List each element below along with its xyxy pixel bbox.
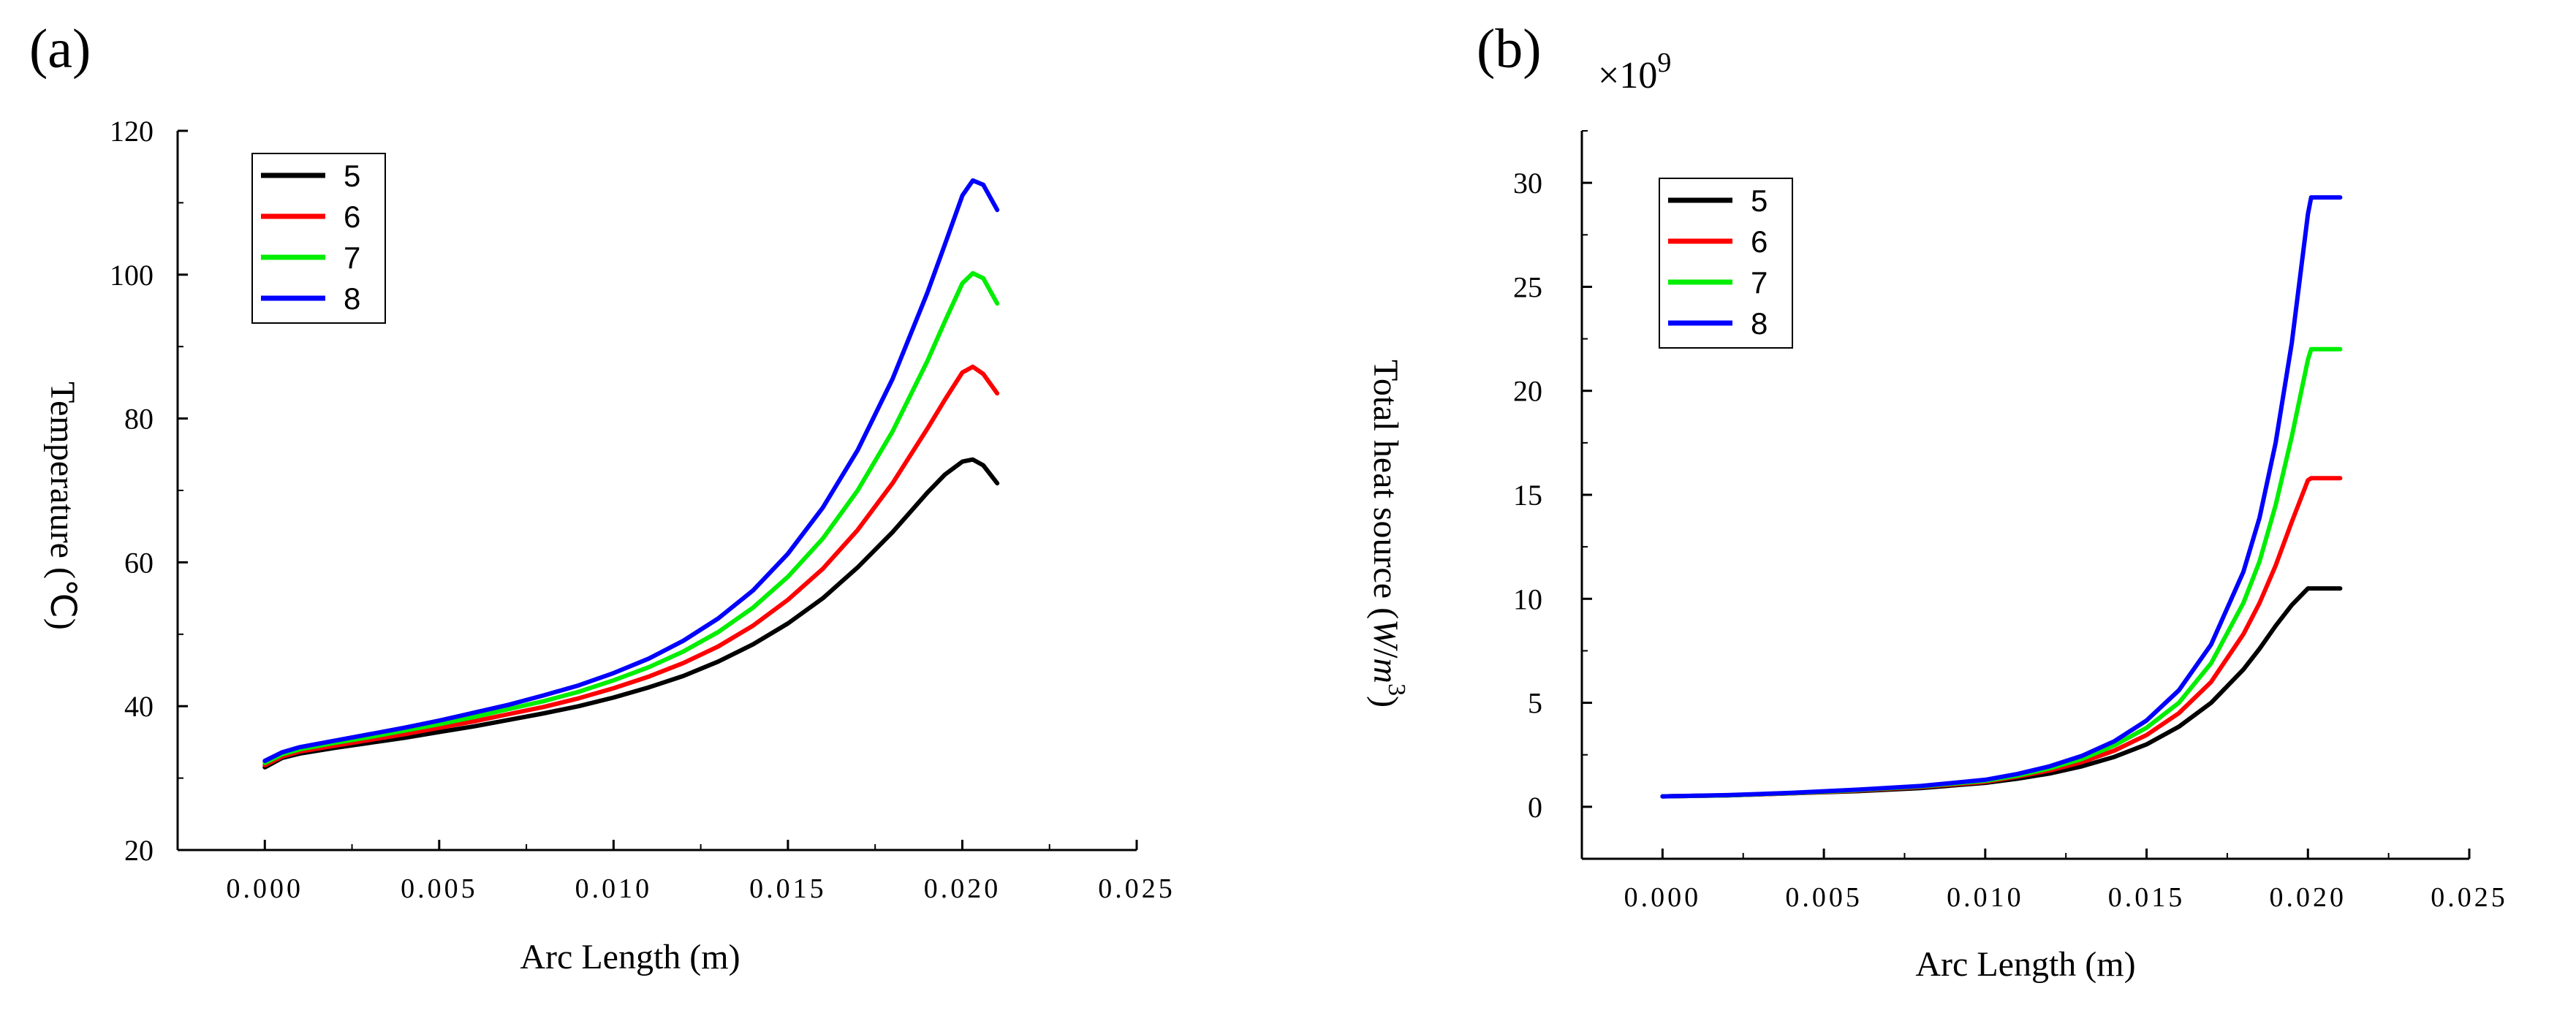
panel-b-legend (1659, 178, 1793, 349)
panel-b-multiplier: ×109 (1598, 48, 1671, 96)
panel-a-y-tick-label: 60 (124, 546, 154, 579)
panel-b-x-tick-label: 0.000 (1624, 882, 1702, 913)
panel-a-x-tick-label: 0.005 (401, 873, 478, 904)
panel-a: (a) Arc Length (m) Temperature (℃) 0.000… (29, 18, 1175, 976)
panel-a-series-line-8 (262, 178, 1000, 763)
panel-a-y-tick-label: 40 (124, 690, 154, 723)
panel-b-label: (b) (1477, 18, 1542, 80)
panel-b-y-tick-label: 0 (1528, 791, 1542, 824)
panel-a-y-tick-label: 120 (110, 115, 154, 148)
panel-b-legend-label-5: 5 (1751, 183, 1768, 218)
panel-a-series-line-7 (262, 270, 1000, 765)
panel-a-x-tick-label: 0.000 (227, 873, 304, 904)
panel-a-x-tick-label: 0.015 (749, 873, 827, 904)
panel-b-series-line-7 (1660, 346, 2343, 799)
panel-b-legend-label-8: 8 (1751, 306, 1768, 341)
panel-a-label: (a) (29, 18, 91, 80)
panel-b-x-tick-label: 0.015 (2108, 882, 2186, 913)
panel-b-y-tick-label: 30 (1513, 167, 1542, 200)
panel-b-x-tick-label: 0.025 (2431, 882, 2508, 913)
panel-a-legend-label-8: 8 (344, 281, 360, 316)
panel-b-y-tick-label: 20 (1513, 375, 1542, 408)
panel-a-y-tick-label: 20 (124, 834, 154, 867)
panel-b-y-tick-label: 5 (1528, 687, 1542, 720)
panel-a-y-axis-title: Temperature (℃) (43, 382, 82, 630)
panel-b-y-tick-label: 10 (1513, 583, 1542, 615)
panel-b-series-line-8 (1660, 195, 2343, 799)
panel-b-y-tick-label: 15 (1513, 479, 1542, 512)
panel-b-y-axis-title: Total heat source (W/m3) (1366, 360, 1410, 707)
panel-b-x-tick-label: 0.010 (1947, 882, 2024, 913)
panel-a-x-tick-label: 0.025 (1098, 873, 1175, 904)
panel-b-x-axis-title: Arc Length (m) (1915, 945, 2135, 984)
panel-a-x-tick-label: 0.020 (924, 873, 1001, 904)
panel-b-x-tick-label: 0.005 (1785, 882, 1863, 913)
panel-b-series-line-5 (1660, 586, 2343, 799)
panel-b-x-tick-label: 0.020 (2270, 882, 2347, 913)
panel-a-legend-label-7: 7 (344, 240, 360, 275)
panel-a-y-tick-label: 80 (124, 403, 154, 436)
panel-a-x-axis-title: Arc Length (m) (520, 938, 740, 976)
panel-a-legend (251, 153, 386, 324)
panel-a-x-tick-label: 0.010 (575, 873, 653, 904)
panel-b: (b) ×109 Arc Length (m) Total heat sourc… (1366, 18, 2508, 984)
panel-a-series-line-6 (262, 364, 1000, 767)
panel-a-legend-label-5: 5 (344, 159, 360, 193)
panel-b-y-tick-label: 25 (1513, 270, 1542, 303)
panel-a-y-tick-label: 100 (110, 259, 154, 292)
panel-b-series-line-6 (1660, 476, 2343, 799)
panel-b-legend-label-7: 7 (1751, 265, 1768, 300)
panel-a-legend-label-6: 6 (344, 200, 360, 234)
panel-b-legend-label-6: 6 (1751, 224, 1768, 259)
panel-a-series-line-5 (262, 457, 1000, 770)
